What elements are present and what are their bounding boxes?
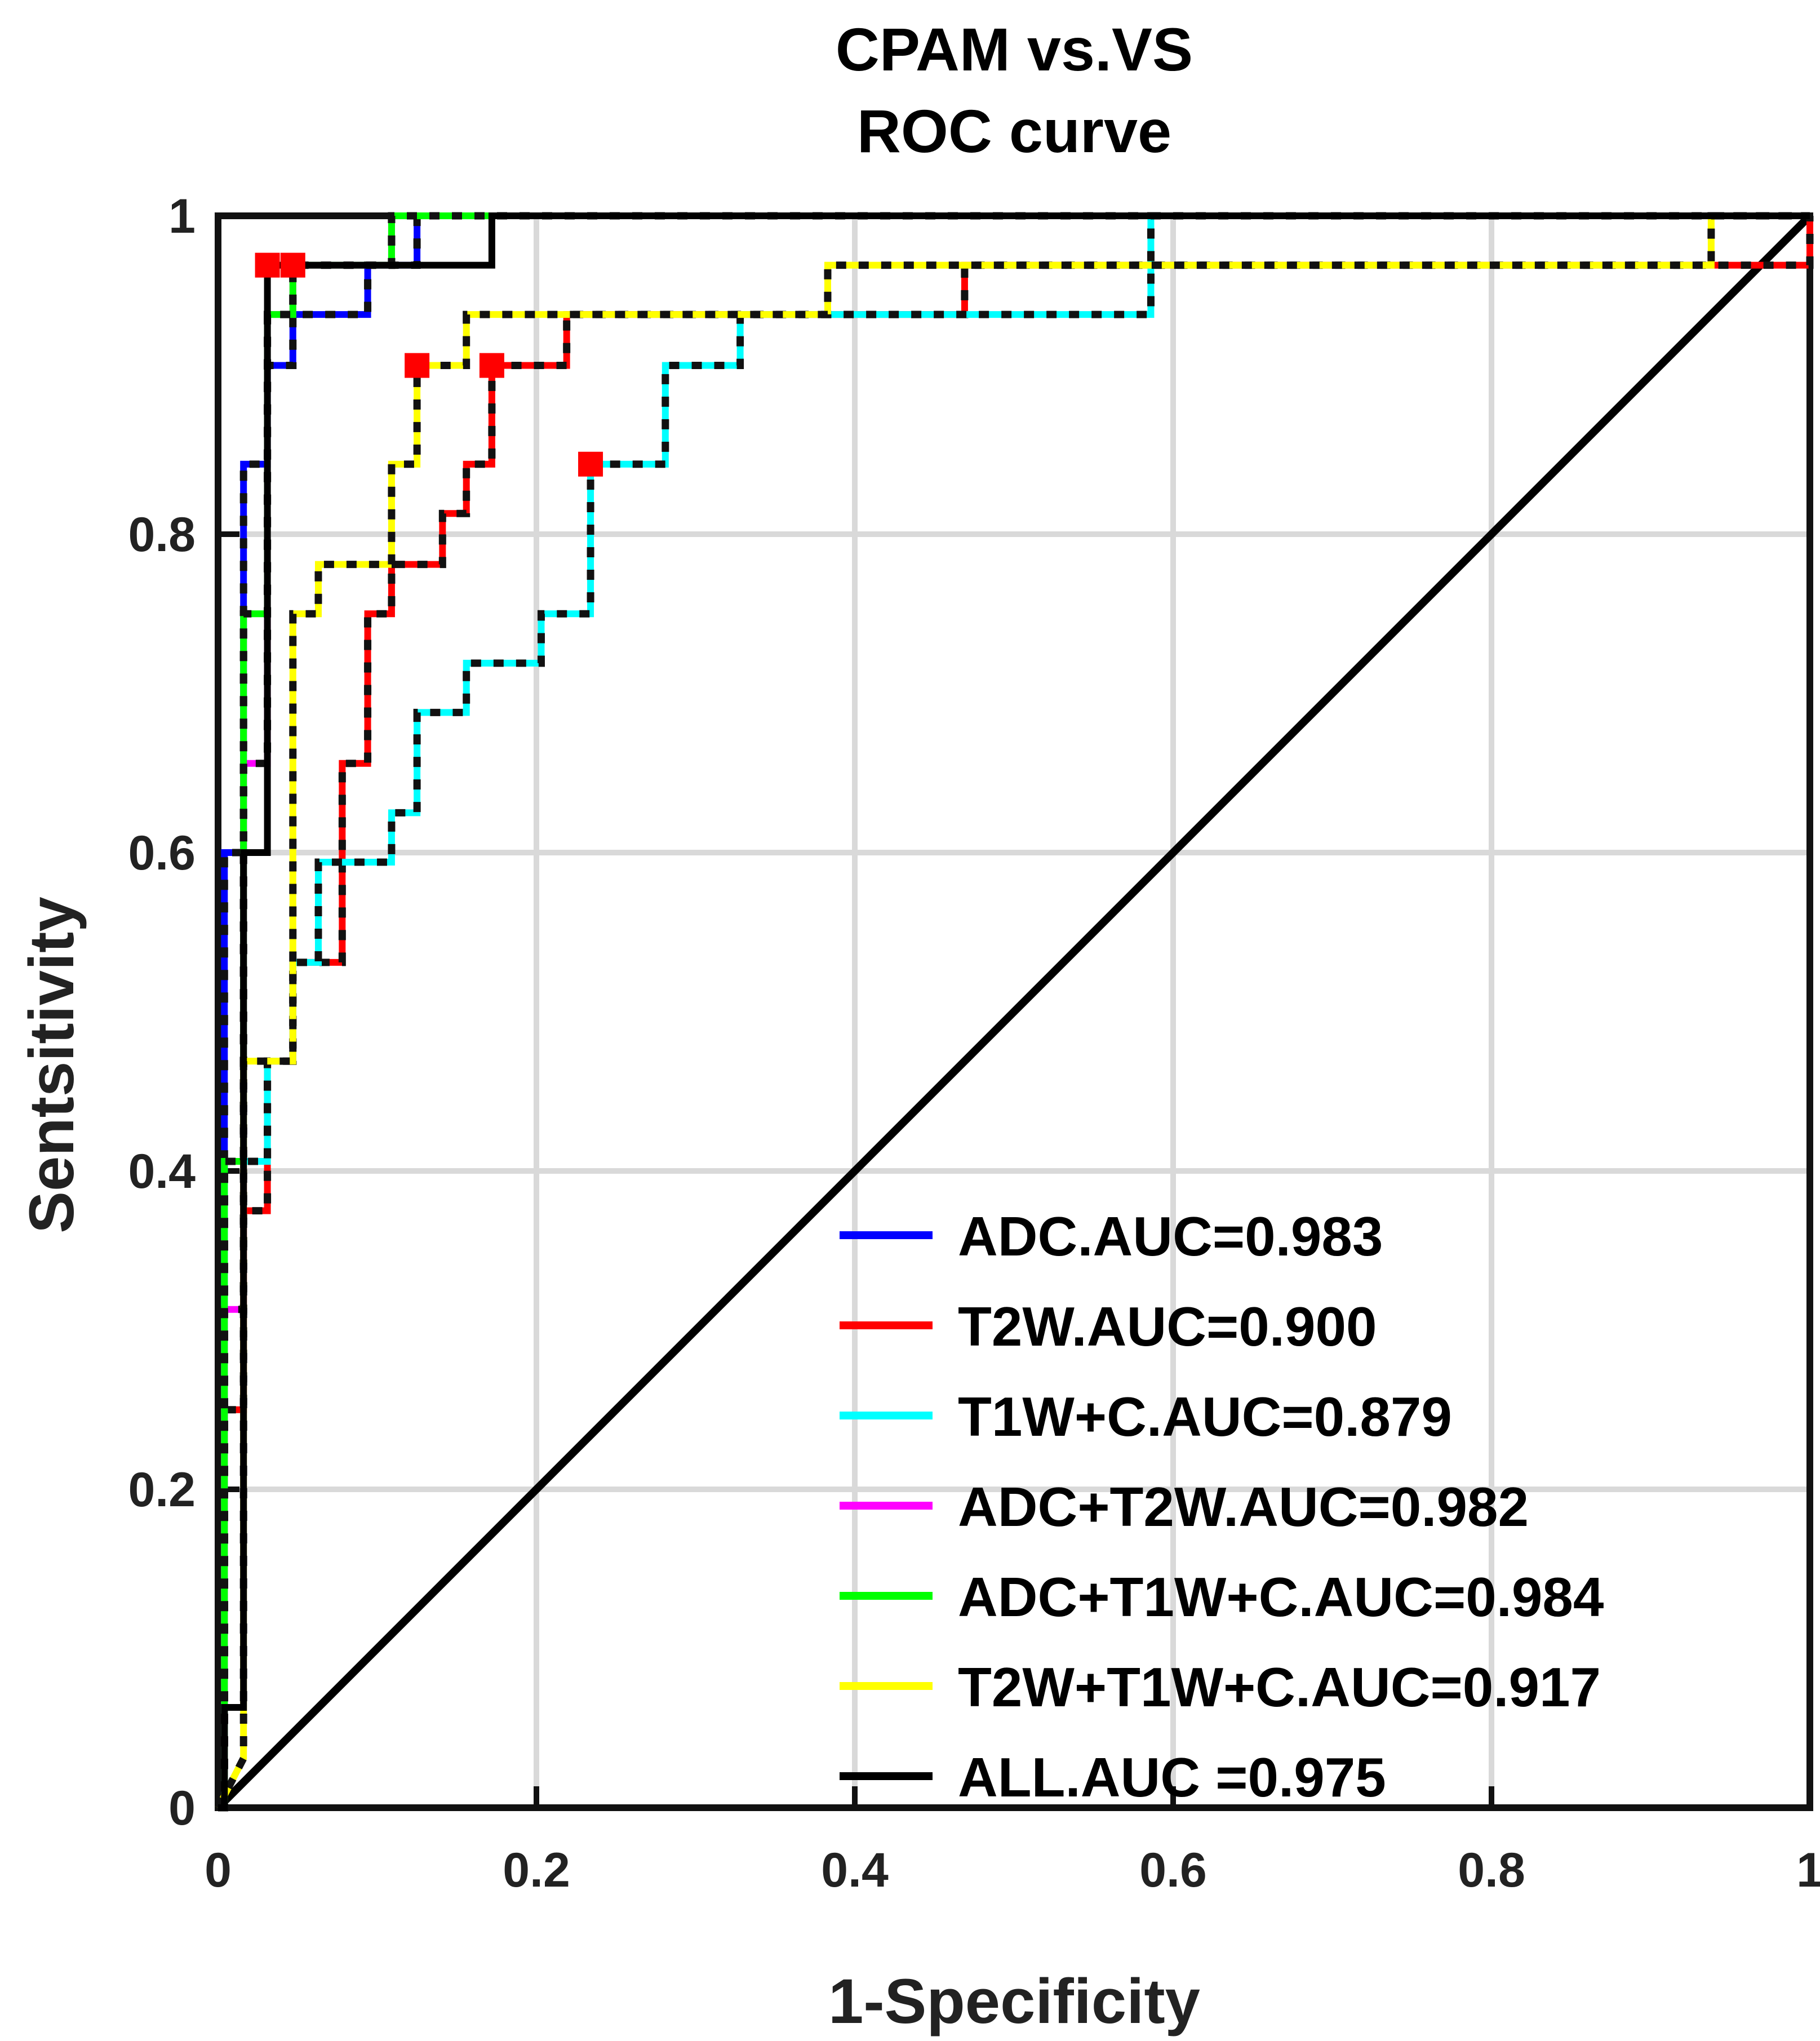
marker-4 — [578, 451, 603, 477]
marker-3 — [479, 353, 504, 378]
chart-title-line-1: CPAM vs.VS — [836, 15, 1193, 83]
legend-label-1: T2W.AUC=0.900 — [958, 1295, 1377, 1357]
legend-label-2: T1W+C.AUC=0.879 — [958, 1386, 1452, 1448]
legend-label-3: ADC+T2W.AUC=0.982 — [958, 1476, 1529, 1538]
y-tick-label-5: 1 — [168, 189, 196, 243]
x-tick-label-5: 1 — [1796, 1843, 1820, 1897]
y-axis-label: Sentsitivity — [16, 897, 87, 1234]
series-4-dotted-overlay — [218, 212, 1810, 1812]
red-markers — [255, 252, 603, 477]
legend-label-4: ADC+T1W+C.AUC=0.984 — [958, 1566, 1604, 1628]
chart-title-line-2: ROC curve — [857, 97, 1171, 165]
series-5-dotted-overlay — [215, 212, 1810, 1809]
legend-label-6: ALL.AUC =0.975 — [958, 1746, 1386, 1808]
series-6-line — [218, 212, 1810, 1811]
x-axis-label: 1-Specificity — [828, 1966, 1200, 2036]
series-1-dotted-overlay — [218, 216, 1814, 1812]
y-tick-label-3: 0.6 — [128, 826, 196, 880]
y-tick-label-2: 0.4 — [128, 1144, 196, 1199]
y-tick-label-1: 0.2 — [128, 1463, 196, 1517]
legend: ADC.AUC=0.983 T2W.AUC=0.900 T1W+C.AUC=0.87… — [840, 1205, 1604, 1808]
y-tick-label-0: 0 — [168, 1781, 196, 1835]
x-tick-label-2: 0.4 — [821, 1843, 889, 1897]
x-tick-label-3: 0.6 — [1139, 1843, 1207, 1897]
y-tick-label-4: 0.8 — [128, 508, 196, 562]
roc-series — [215, 212, 1814, 1812]
chart-title: CPAM vs.VS ROC curve — [836, 15, 1193, 165]
series-0-dotted-overlay — [218, 212, 1810, 1812]
marker-0 — [255, 252, 280, 278]
marker-2 — [405, 353, 430, 378]
reference-line — [215, 213, 1813, 1811]
x-tick-label-4: 0.8 — [1458, 1843, 1525, 1897]
x-ticks: 0 0.2 0.4 0.6 0.8 1 — [205, 1786, 1820, 1897]
x-tick-label-0: 0 — [205, 1843, 232, 1897]
legend-label-0: ADC.AUC=0.983 — [958, 1205, 1383, 1267]
y-ticks: 0 0.2 0.4 0.6 0.8 1 — [128, 189, 239, 1835]
marker-1 — [280, 252, 305, 278]
reference-diagonal — [215, 213, 1813, 1811]
x-tick-label-1: 0.2 — [503, 1843, 570, 1897]
legend-label-5: T2W+T1W+C.AUC=0.917 — [958, 1656, 1601, 1718]
